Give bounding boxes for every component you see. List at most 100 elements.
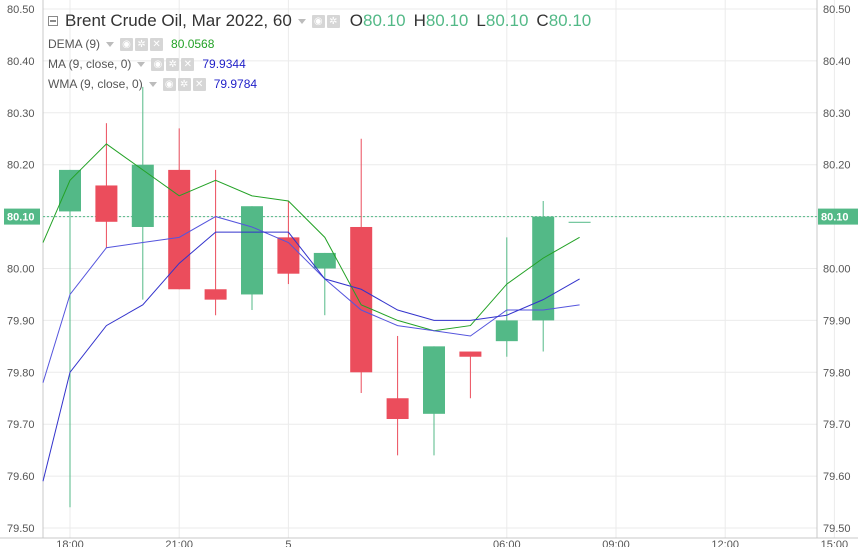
candle (204, 169, 227, 316)
main-series-legend: Brent Crude Oil, Mar 2022, 60 ◉ ✲ O 80.10… (48, 8, 591, 34)
time-tick-label: 06:00 (493, 539, 521, 547)
price-tick-label-right: 79.50 (823, 523, 851, 535)
dema-line (42, 143, 580, 332)
price-tick-label-left: 79.90 (7, 315, 35, 327)
candle (131, 86, 154, 300)
candle (241, 206, 263, 311)
price-tick-label-right: 79.90 (823, 315, 851, 327)
price-tick-label-right: 79.60 (823, 471, 851, 483)
collapse-legend-icon[interactable] (48, 16, 58, 26)
price-tick-label-left: 79.60 (7, 471, 35, 483)
low-label: L (476, 11, 486, 30)
time-tick-label: 15:00 (821, 539, 849, 547)
eye-icon[interactable]: ◉ (311, 14, 325, 28)
price-tick-label-right: 80.20 (823, 160, 851, 172)
close-icon[interactable]: ✕ (150, 37, 164, 51)
gear-icon[interactable]: ✲ (177, 77, 191, 91)
candle-body (568, 221, 591, 223)
price-tick-label-left: 80.30 (7, 108, 35, 120)
candle-body (59, 169, 81, 212)
indicator-label: WMA (9, close, 0) (48, 77, 143, 91)
chevron-down-icon[interactable] (106, 41, 115, 47)
time-tick-label: 12:00 (711, 539, 739, 547)
indicator-value: 79.9784 (213, 77, 258, 91)
candle-body (386, 398, 409, 420)
indicator-legend-ma: MA (9, close, 0) ◉ ✲ ✕ 79.9344 (48, 54, 591, 74)
candle (386, 335, 409, 456)
last-price-label-text: 80.10 (821, 212, 849, 224)
candle (313, 252, 336, 316)
price-tick-label-left: 80.40 (7, 56, 35, 68)
open-label: O (349, 11, 364, 30)
candle-body (313, 252, 336, 269)
candle-body (350, 226, 373, 373)
candle-body (95, 185, 118, 222)
price-tick-label-left: 79.70 (7, 419, 35, 431)
candle-body (277, 237, 300, 274)
gear-icon[interactable]: ✲ (326, 14, 340, 28)
open-value: 80.10 (363, 11, 406, 30)
chart-legend: Brent Crude Oil, Mar 2022, 60 ◉ ✲ O 80.10… (48, 8, 591, 94)
eye-icon[interactable]: ◉ (120, 37, 134, 51)
candle-body (168, 169, 191, 290)
chevron-down-icon[interactable] (137, 61, 146, 67)
price-tick-label-right: 80.00 (823, 264, 851, 276)
time-tick-label: 5 (285, 539, 291, 547)
ma-line (42, 216, 580, 383)
price-tick-label-left: 80.50 (7, 4, 35, 16)
low-value: 80.10 (485, 11, 529, 30)
candle (459, 351, 482, 399)
gear-icon[interactable]: ✲ (135, 37, 149, 51)
time-tick-label: 21:00 (165, 539, 193, 547)
candle (532, 201, 555, 352)
chevron-down-icon[interactable] (297, 18, 306, 24)
price-tick-label-right: 80.40 (823, 56, 851, 68)
candle-body (459, 351, 482, 357)
last-price-label-bg (818, 208, 858, 225)
close-label: C (536, 11, 549, 30)
candle (568, 221, 591, 223)
close-icon[interactable]: ✕ (181, 57, 195, 71)
price-tick-label-right: 80.50 (823, 4, 851, 16)
gear-icon[interactable]: ✲ (166, 57, 180, 71)
price-tick-label-left: 80.00 (7, 264, 35, 276)
candle-body (532, 216, 555, 321)
price-tick-label-right: 80.30 (823, 108, 851, 120)
high-value: 80.10 (425, 11, 469, 30)
symbol-title: Brent Crude Oil, Mar 2022, 60 (65, 11, 292, 30)
candle (423, 346, 445, 456)
price-tick-label-left: 80.20 (7, 160, 35, 172)
price-tick-label-right: 79.80 (823, 367, 851, 379)
candle-body (423, 346, 445, 414)
close-icon[interactable]: ✕ (192, 77, 206, 91)
chevron-down-icon[interactable] (148, 81, 157, 87)
candle-body (495, 320, 518, 342)
eye-icon[interactable]: ◉ (162, 77, 176, 91)
indicator-value: 79.9344 (202, 57, 246, 71)
candle (350, 138, 373, 394)
candle (495, 237, 518, 357)
close-value: 80.10 (548, 11, 592, 30)
wma-line (42, 231, 580, 482)
candle-body (241, 206, 263, 295)
indicator-label: MA (9, close, 0) (48, 57, 132, 71)
indicator-value: 80.0568 (171, 37, 215, 51)
time-tick-label: 09:00 (602, 539, 630, 547)
candle-body (204, 289, 227, 300)
indicator-legend-wma: WMA (9, close, 0) ◉ ✲ ✕ 79.9784 (48, 74, 591, 94)
candle (168, 128, 191, 290)
candle (59, 169, 81, 508)
price-tick-label-right: 79.70 (823, 419, 851, 431)
last-price-label-left-bg (4, 208, 40, 225)
high-label: H (413, 11, 426, 30)
indicator-legend-dema: DEMA (9) ◉ ✲ ✕ 80.0568 (48, 34, 591, 54)
eye-icon[interactable]: ◉ (151, 57, 165, 71)
last-price-label: 80.10 (818, 208, 858, 225)
price-tick-label-left: 79.50 (7, 523, 35, 535)
last-price-label-left-text: 80.10 (7, 212, 35, 224)
price-tick-label-left: 79.80 (7, 367, 35, 379)
candle (95, 123, 118, 248)
indicator-label: DEMA (9) (48, 37, 101, 51)
